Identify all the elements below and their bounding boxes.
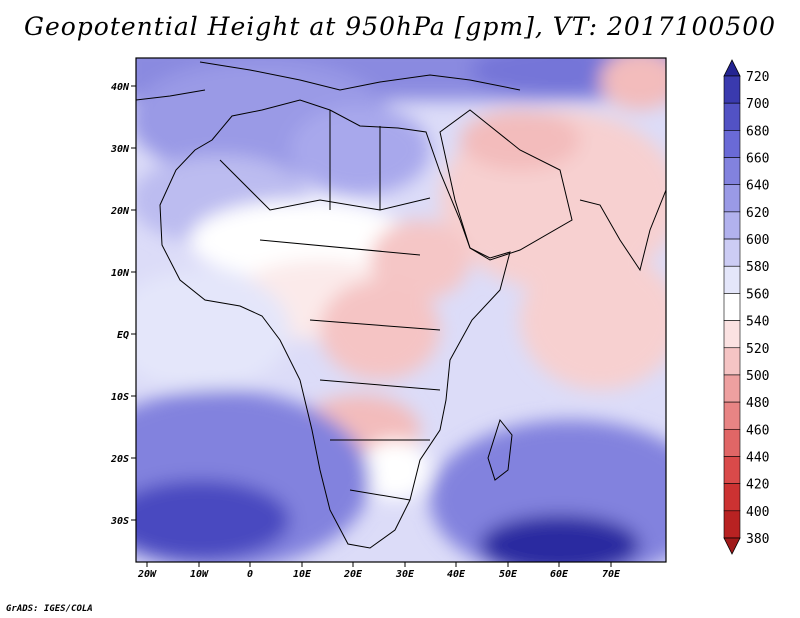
y-tick-30n: 30N xyxy=(110,144,130,155)
colorbar-label: 440 xyxy=(746,450,769,465)
colorbar-swatch xyxy=(723,211,741,240)
plot-frame xyxy=(135,57,667,563)
x-tick-60e: 60E xyxy=(550,569,569,580)
colorbar-swatch xyxy=(723,238,741,267)
colorbar-swatch xyxy=(723,428,741,457)
x-tick-40e: 40E xyxy=(447,569,466,580)
colorbar-label: 680 xyxy=(746,124,769,139)
colorbar-swatch xyxy=(723,347,741,376)
colorbar: 720 700 680 660 640 620 600 580 560 540 520 500 480 4… xyxy=(723,59,769,555)
grads-credit: GrADS: IGES/COLA xyxy=(6,604,93,614)
y-tick-30s: 30S xyxy=(110,516,129,527)
colorbar-label: 580 xyxy=(746,260,769,275)
colorbar-label: 520 xyxy=(746,342,769,357)
colorbar-swatch xyxy=(723,320,741,349)
colorbar-swatch xyxy=(723,401,741,430)
x-tick-30e: 30E xyxy=(395,569,415,580)
map-title: Geopotential Height at 950hPa [gpm], VT:… xyxy=(23,12,777,41)
colorbar-top-arrow xyxy=(723,59,741,77)
y-tick-20s: 20S xyxy=(110,454,129,465)
y-tick-20n: 20N xyxy=(110,206,130,217)
colorbar-label: 720 xyxy=(746,70,769,85)
colorbar-label: 500 xyxy=(746,369,769,384)
colorbar-swatch xyxy=(723,293,741,321)
colorbar-label: 620 xyxy=(746,206,769,221)
y-tick-10n: 10N xyxy=(111,268,130,279)
x-axis-labels: 20W 10W 0 10E 20E 30E 40E 50E 60E 70E xyxy=(137,569,621,580)
colorbar-label: 640 xyxy=(746,179,769,194)
x-tick-70e: 70E xyxy=(602,569,621,580)
x-tick-10e: 10E xyxy=(293,569,312,580)
colorbar-swatch xyxy=(723,456,741,484)
y-tick-eq: EQ xyxy=(117,330,129,341)
colorbar-label: 400 xyxy=(746,505,769,520)
tick-marks xyxy=(131,85,612,567)
colorbar-swatch xyxy=(723,483,741,512)
height-field xyxy=(136,58,666,562)
colorbar-swatch xyxy=(723,184,741,213)
x-tick-0: 0 xyxy=(247,569,253,580)
y-tick-40n: 40N xyxy=(111,82,130,93)
x-tick-20e: 20E xyxy=(343,569,363,580)
colorbar-label: 600 xyxy=(746,233,769,248)
colorbar-swatch xyxy=(723,157,741,186)
colorbar-label: 460 xyxy=(746,423,769,438)
colorbar-label: 420 xyxy=(746,478,769,493)
colorbar-swatch xyxy=(723,75,741,104)
colorbar-label: 540 xyxy=(746,315,769,330)
colorbar-label: 480 xyxy=(746,396,769,411)
colorbar-label: 700 xyxy=(746,97,769,112)
colorbar-swatch xyxy=(723,265,741,294)
colorbar-swatch xyxy=(723,374,741,403)
x-tick-20w: 20W xyxy=(137,569,157,580)
colorbar-label: 380 xyxy=(746,532,769,547)
colorbar-label: 660 xyxy=(746,152,769,167)
coastlines xyxy=(136,61,666,549)
y-tick-10s: 10S xyxy=(111,392,129,403)
colorbar-swatch xyxy=(723,102,741,131)
colorbar-swatch xyxy=(723,130,741,158)
x-tick-10w: 10W xyxy=(190,569,209,580)
colorbar-label: 560 xyxy=(746,287,769,302)
y-axis-labels: 40N 30N 20N 10N EQ 10S 20S 30S xyxy=(110,82,130,527)
colorbar-bottom-arrow xyxy=(723,537,741,555)
x-tick-50e: 50E xyxy=(499,569,518,580)
colorbar-swatch xyxy=(723,510,741,539)
